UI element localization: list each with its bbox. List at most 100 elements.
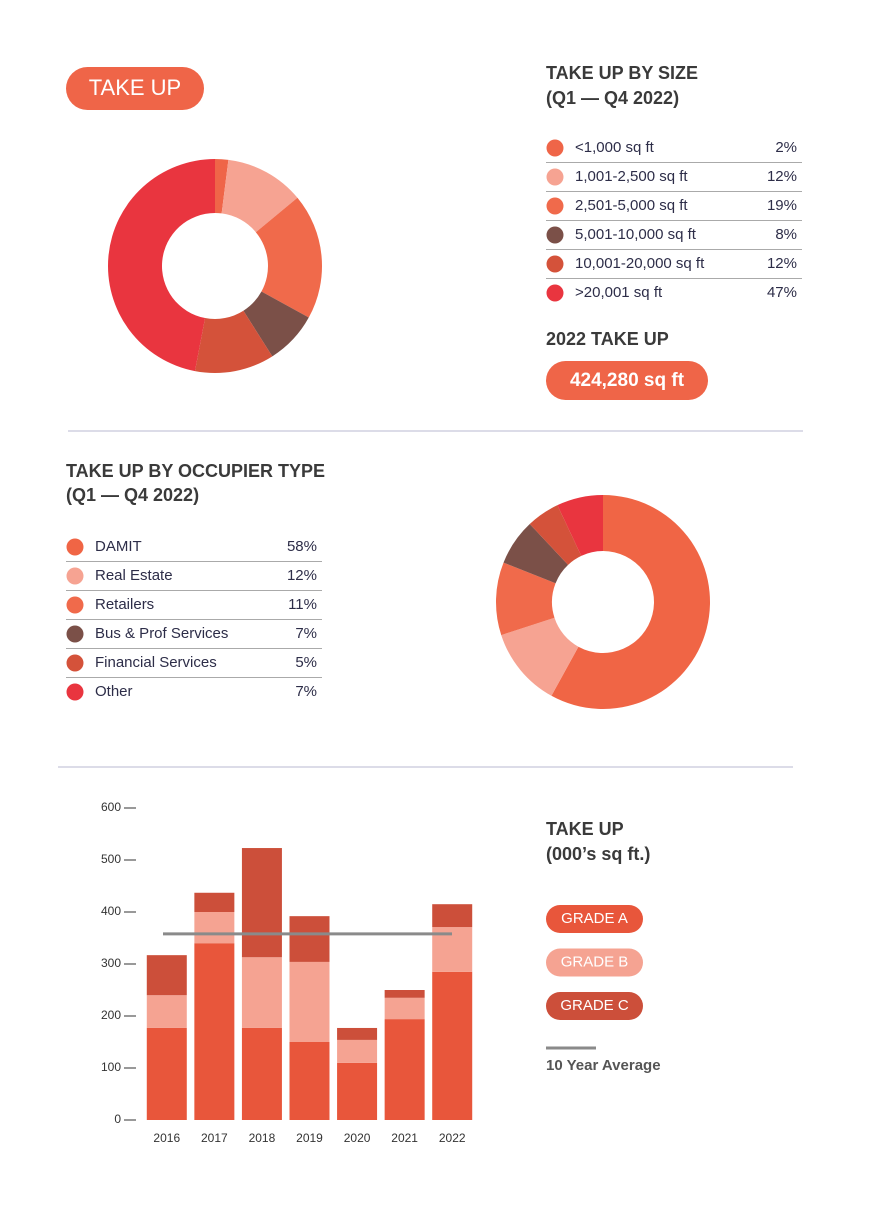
bar-segment bbox=[384, 1019, 425, 1120]
legend-swatch bbox=[546, 226, 564, 244]
legend-label: <1,000 sq ft bbox=[575, 139, 655, 156]
bar-segment bbox=[241, 957, 282, 1028]
total-title: 2022 TAKE UP bbox=[546, 329, 669, 349]
y-tick-label: 300 bbox=[101, 956, 121, 970]
legend-swatch bbox=[66, 654, 84, 672]
legend-label: Retailers bbox=[95, 596, 154, 613]
legend-label: Real Estate bbox=[95, 567, 173, 584]
legend-swatch bbox=[66, 625, 84, 643]
legend-swatch bbox=[546, 284, 564, 302]
legend-swatch bbox=[546, 168, 564, 186]
legend-value: 7% bbox=[295, 625, 317, 642]
y-tick-label: 200 bbox=[101, 1008, 121, 1022]
legend-value: 58% bbox=[287, 538, 317, 555]
chart-title: TAKE UP bbox=[546, 819, 624, 839]
legend-value: 12% bbox=[767, 168, 797, 185]
y-tick-label: 500 bbox=[101, 852, 121, 866]
legend-swatch bbox=[546, 255, 564, 273]
pie-slice bbox=[557, 495, 603, 556]
pie-slice bbox=[243, 291, 309, 357]
legend-label: 1,001-2,500 sq ft bbox=[575, 168, 688, 185]
pie-slice bbox=[529, 505, 582, 565]
pie-slice bbox=[108, 159, 215, 372]
total-value: 424,280 sq ft bbox=[570, 370, 685, 391]
legend-label: GRADE C bbox=[560, 997, 629, 1014]
x-tick-label: 2018 bbox=[249, 1131, 276, 1145]
y-tick-label: 0 bbox=[114, 1112, 121, 1126]
bar-segment bbox=[194, 912, 235, 944]
chart-title: TAKE UP BY SIZE bbox=[546, 63, 698, 83]
bar-segment bbox=[289, 961, 330, 1042]
legend-label: 2,501-5,000 sq ft bbox=[575, 197, 688, 214]
pie-slice bbox=[215, 159, 229, 214]
legend-pill bbox=[546, 992, 643, 1020]
legend-swatch bbox=[546, 197, 564, 215]
legend-swatch bbox=[546, 139, 564, 157]
legend-value: 2% bbox=[775, 139, 797, 156]
pie-slice bbox=[503, 524, 569, 584]
bar-segment bbox=[194, 892, 235, 912]
bar-segment bbox=[146, 995, 187, 1028]
legend-pill bbox=[546, 948, 643, 977]
y-tick-label: 100 bbox=[101, 1060, 121, 1074]
legend-value: 47% bbox=[767, 284, 797, 301]
bar-segment bbox=[289, 1042, 330, 1120]
bar-segment bbox=[241, 848, 282, 958]
legend-value: 12% bbox=[767, 255, 797, 272]
chart-subtitle: (Q1 — Q4 2022) bbox=[546, 88, 679, 108]
x-tick-label: 2017 bbox=[201, 1131, 228, 1145]
legend-swatch bbox=[66, 538, 84, 556]
total-pill bbox=[546, 361, 708, 400]
x-tick-label: 2016 bbox=[153, 1131, 180, 1145]
legend-label: DAMIT bbox=[95, 538, 142, 555]
bar-segment bbox=[337, 1062, 378, 1120]
bar-segment bbox=[194, 943, 235, 1120]
bar-segment bbox=[432, 971, 473, 1120]
legend-value: 7% bbox=[295, 683, 317, 700]
legend-label: Financial Services bbox=[95, 654, 217, 671]
badge-text: TAKE UP bbox=[89, 75, 182, 100]
badge-pill bbox=[66, 67, 204, 110]
pie-slice bbox=[194, 310, 273, 373]
legend-value: 5% bbox=[295, 654, 317, 671]
bar-segment bbox=[146, 955, 187, 996]
legend-swatch bbox=[66, 683, 84, 701]
pie-slice bbox=[221, 159, 298, 233]
x-tick-label: 2022 bbox=[439, 1131, 466, 1145]
legend-label: 5,001-10,000 sq ft bbox=[575, 226, 697, 243]
bar-segment bbox=[241, 1027, 282, 1120]
x-tick-label: 2020 bbox=[344, 1131, 371, 1145]
bar-segment bbox=[384, 990, 425, 998]
bar-segment bbox=[337, 1039, 378, 1063]
legend-label: 10,001-20,000 sq ft bbox=[575, 255, 705, 272]
bar-segment bbox=[384, 997, 425, 1020]
legend-swatch bbox=[66, 596, 84, 614]
chart-subtitle: (000’s sq ft.) bbox=[546, 844, 650, 864]
legend-label: 10 Year Average bbox=[546, 1057, 661, 1074]
legend-label: Bus & Prof Services bbox=[95, 625, 228, 642]
x-tick-label: 2019 bbox=[296, 1131, 323, 1145]
chart-subtitle: (Q1 — Q4 2022) bbox=[66, 485, 199, 505]
legend-label: GRADE A bbox=[561, 910, 628, 927]
legend-label: >20,001 sq ft bbox=[575, 284, 663, 301]
legend-pill bbox=[546, 905, 643, 933]
pie-slice bbox=[495, 562, 556, 636]
bar-segment bbox=[432, 904, 473, 928]
legend-value: 19% bbox=[767, 197, 797, 214]
legend-swatch bbox=[66, 567, 84, 585]
legend-label: GRADE B bbox=[561, 953, 629, 970]
pie-slice bbox=[551, 495, 711, 710]
chart-title: TAKE UP BY OCCUPIER TYPE bbox=[66, 461, 325, 481]
legend-value: 8% bbox=[775, 226, 797, 243]
legend-label: Other bbox=[95, 683, 133, 700]
pie-slice bbox=[501, 617, 579, 696]
bar-segment bbox=[337, 1027, 378, 1040]
legend-value: 11% bbox=[288, 596, 317, 613]
legend-value: 12% bbox=[287, 567, 317, 584]
y-tick-label: 600 bbox=[101, 800, 121, 814]
bar-segment bbox=[146, 1027, 187, 1120]
pie-slice bbox=[255, 197, 322, 318]
x-tick-label: 2021 bbox=[391, 1131, 418, 1145]
y-tick-label: 400 bbox=[101, 904, 121, 918]
